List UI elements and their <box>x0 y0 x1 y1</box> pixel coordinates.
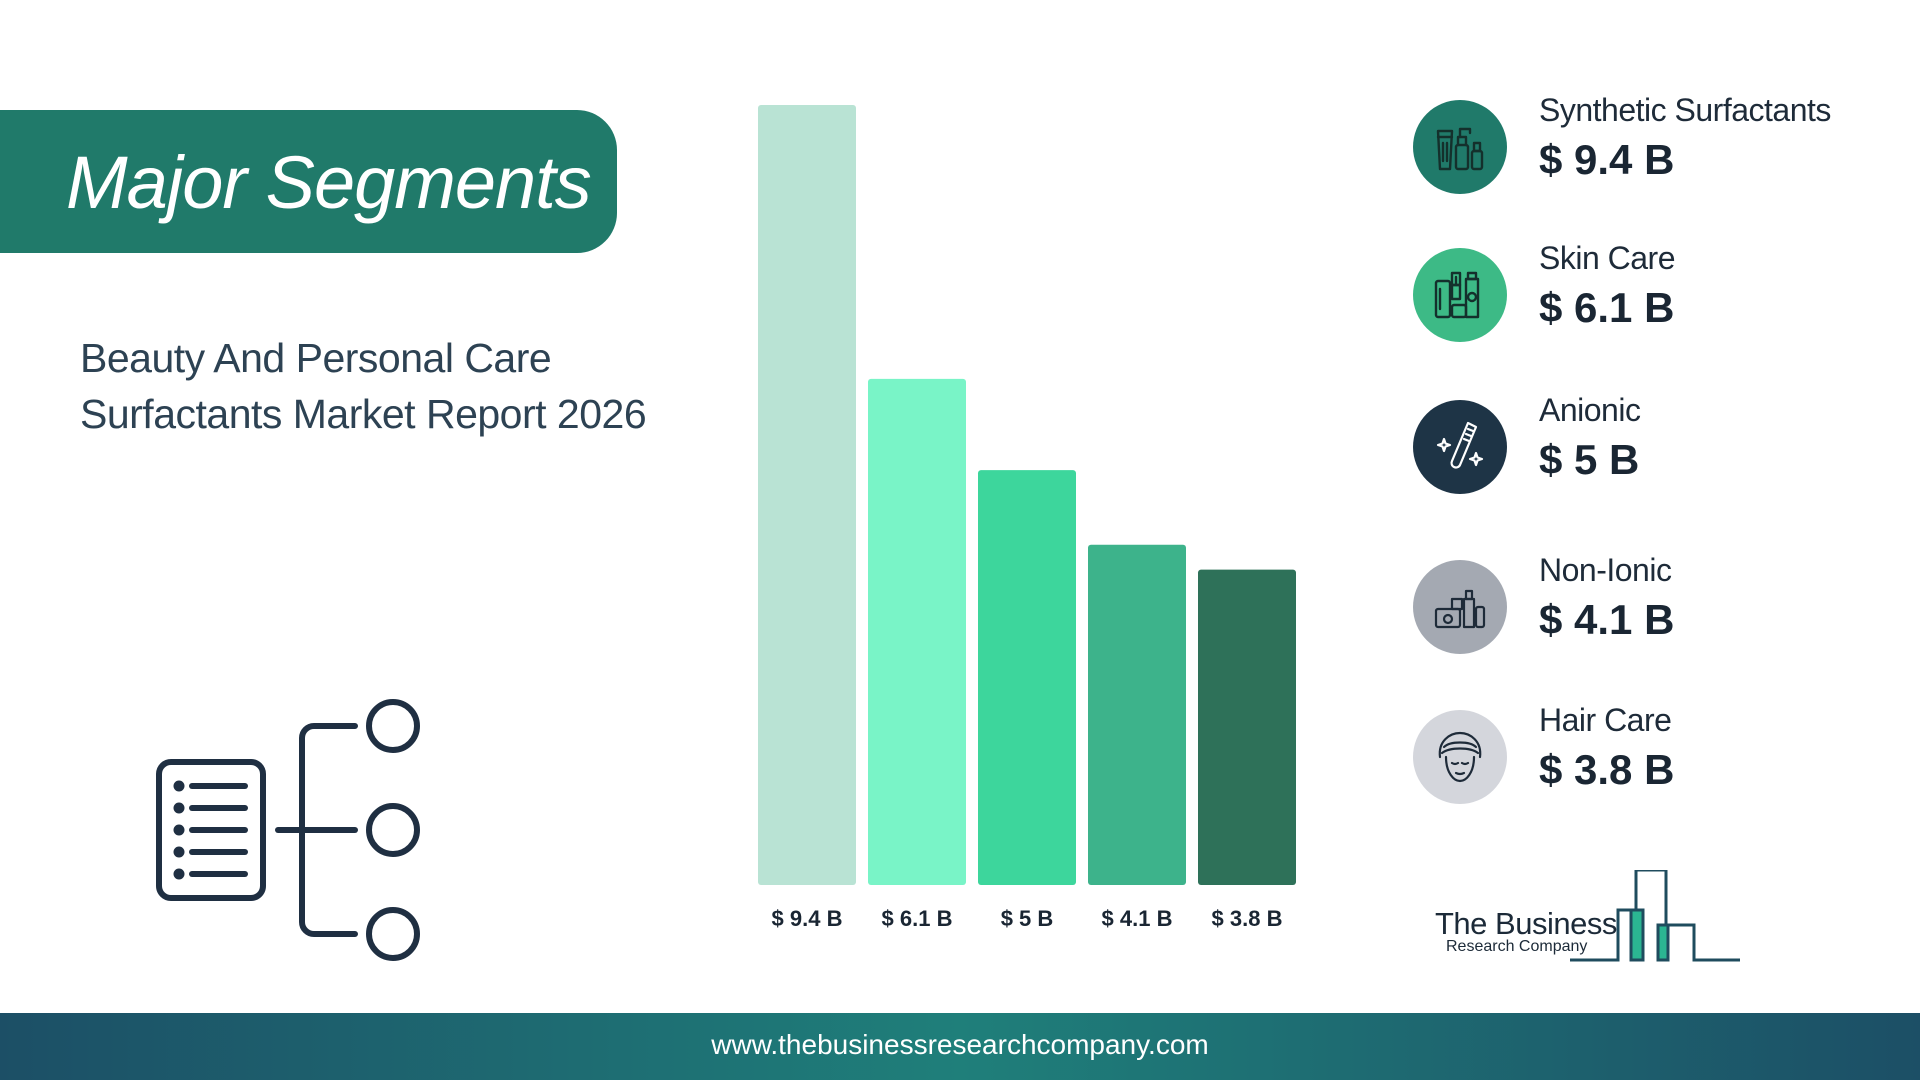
company-logo: The Business Research Company <box>1432 870 1742 970</box>
footer-website-link[interactable]: www.thebusinessresearchcompany.com <box>711 1029 1209 1060</box>
subtitle-line-1: Beauty And Personal Care <box>80 335 552 381</box>
title-banner: Major Segments <box>0 110 617 253</box>
legend-circle <box>1413 710 1507 804</box>
legend-value: $ 6.1 B <box>1539 284 1675 331</box>
bar-skin-care <box>868 378 966 885</box>
page-title: Major Segments <box>66 141 592 224</box>
legend-circle <box>1413 248 1507 342</box>
legend-item-non-ionic: Non-Ionic $ 4.1 B <box>1410 552 1910 662</box>
legend-label: Skin Care <box>1539 240 1676 276</box>
bar-value-label: $ 6.1 B <box>882 906 953 931</box>
bar-synthetic-surfactants <box>758 105 856 885</box>
logo-buildings-icon <box>1570 870 1740 962</box>
legend-label: Anionic <box>1539 392 1641 428</box>
logo-text-line1: The Business <box>1435 906 1617 941</box>
legend-label: Synthetic Surfactants <box>1539 92 1831 128</box>
legend-value: $ 4.1 B <box>1539 596 1675 643</box>
bar-anionic <box>978 470 1076 885</box>
legend-value: $ 9.4 B <box>1539 136 1675 183</box>
report-subtitle: Beauty And Personal Care Surfactants Mar… <box>80 330 700 442</box>
toothbrush-sparkle-icon <box>1436 421 1484 469</box>
legend-label: Non-Ionic <box>1539 552 1672 588</box>
bar-hair-care <box>1198 569 1296 885</box>
skincare-products-icon <box>1434 271 1480 319</box>
bar-non-ionic <box>1088 544 1186 885</box>
bar-value-label: $ 9.4 B <box>772 906 843 931</box>
footer-bar: www.thebusinessresearchcompany.com <box>0 1013 1920 1080</box>
legend-item-hair-care: Hair Care $ 3.8 B <box>1410 702 1910 812</box>
legend-value: $ 5 B <box>1539 436 1640 483</box>
legend-item-anionic: Anionic $ 5 B <box>1410 392 1910 502</box>
legend-circle <box>1413 400 1507 494</box>
legend-value: $ 3.8 B <box>1539 746 1675 793</box>
legend-item-synthetic-surfactants: Synthetic Surfactants $ 9.4 B <box>1410 92 1910 202</box>
segment-bar-chart: $ 9.4 B $ 6.1 B $ 5 B $ 4.1 B $ 3.8 B <box>758 105 1296 931</box>
legend-circle <box>1413 100 1507 194</box>
legend-item-skin-care: Skin Care $ 6.1 B <box>1410 240 1910 350</box>
legend-circle <box>1413 560 1507 654</box>
bar-value-label: $ 4.1 B <box>1102 906 1173 931</box>
bar-value-label: $ 5 B <box>1001 906 1054 931</box>
hierarchy-list-icon <box>156 699 420 961</box>
cosmetics-bottles-icon <box>1436 127 1484 171</box>
bar-value-label: $ 3.8 B <box>1212 906 1283 931</box>
hair-towel-face-icon <box>1438 731 1482 783</box>
cream-jar-dropper-icon <box>1434 589 1486 629</box>
legend-label: Hair Care <box>1539 702 1672 738</box>
logo-text-line2: Research Company <box>1446 938 1588 955</box>
subtitle-line-2: Surfactants Market Report 2026 <box>80 391 647 437</box>
